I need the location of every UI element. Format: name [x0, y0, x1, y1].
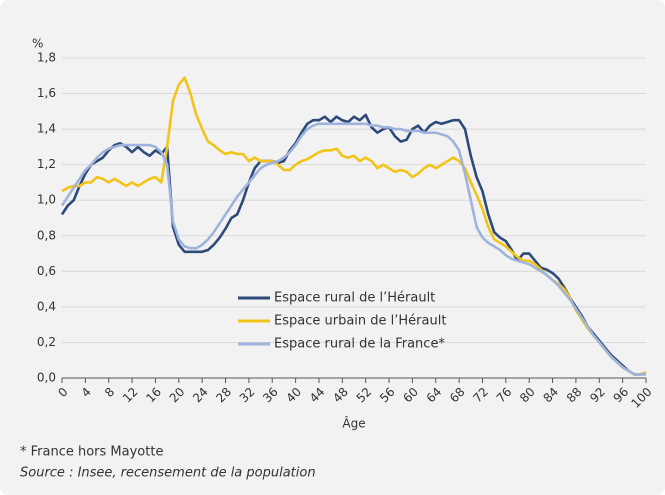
y-tick-label: 0,2	[37, 335, 56, 349]
source: Source : Insee, recensement de la popula…	[20, 466, 316, 481]
y-unit: %	[32, 37, 43, 51]
y-tick-label: 0,8	[37, 228, 56, 242]
y-tick-label: 1,6	[37, 86, 56, 100]
y-tick-label: 1,0	[37, 193, 56, 207]
series-line	[60, 122, 646, 376]
footnote: * France hors Mayotte	[20, 445, 163, 460]
x-axis-label: Âge	[342, 416, 365, 431]
legend-label: Espace rural de la France*	[274, 337, 445, 352]
y-tick-label: 1,8	[37, 51, 56, 65]
legend-label: Espace rural de l’Hérault	[274, 291, 435, 306]
y-tick-label: 1,4	[37, 122, 56, 136]
y-tick-label: 0,6	[37, 264, 56, 278]
y-tick-label: 0,0	[37, 371, 56, 385]
y-tick-label: 0,4	[37, 299, 56, 313]
series-line	[60, 113, 647, 376]
y-tick-label: 1,2	[37, 157, 56, 171]
legend-label: Espace urbain de l’Hérault	[274, 314, 446, 329]
